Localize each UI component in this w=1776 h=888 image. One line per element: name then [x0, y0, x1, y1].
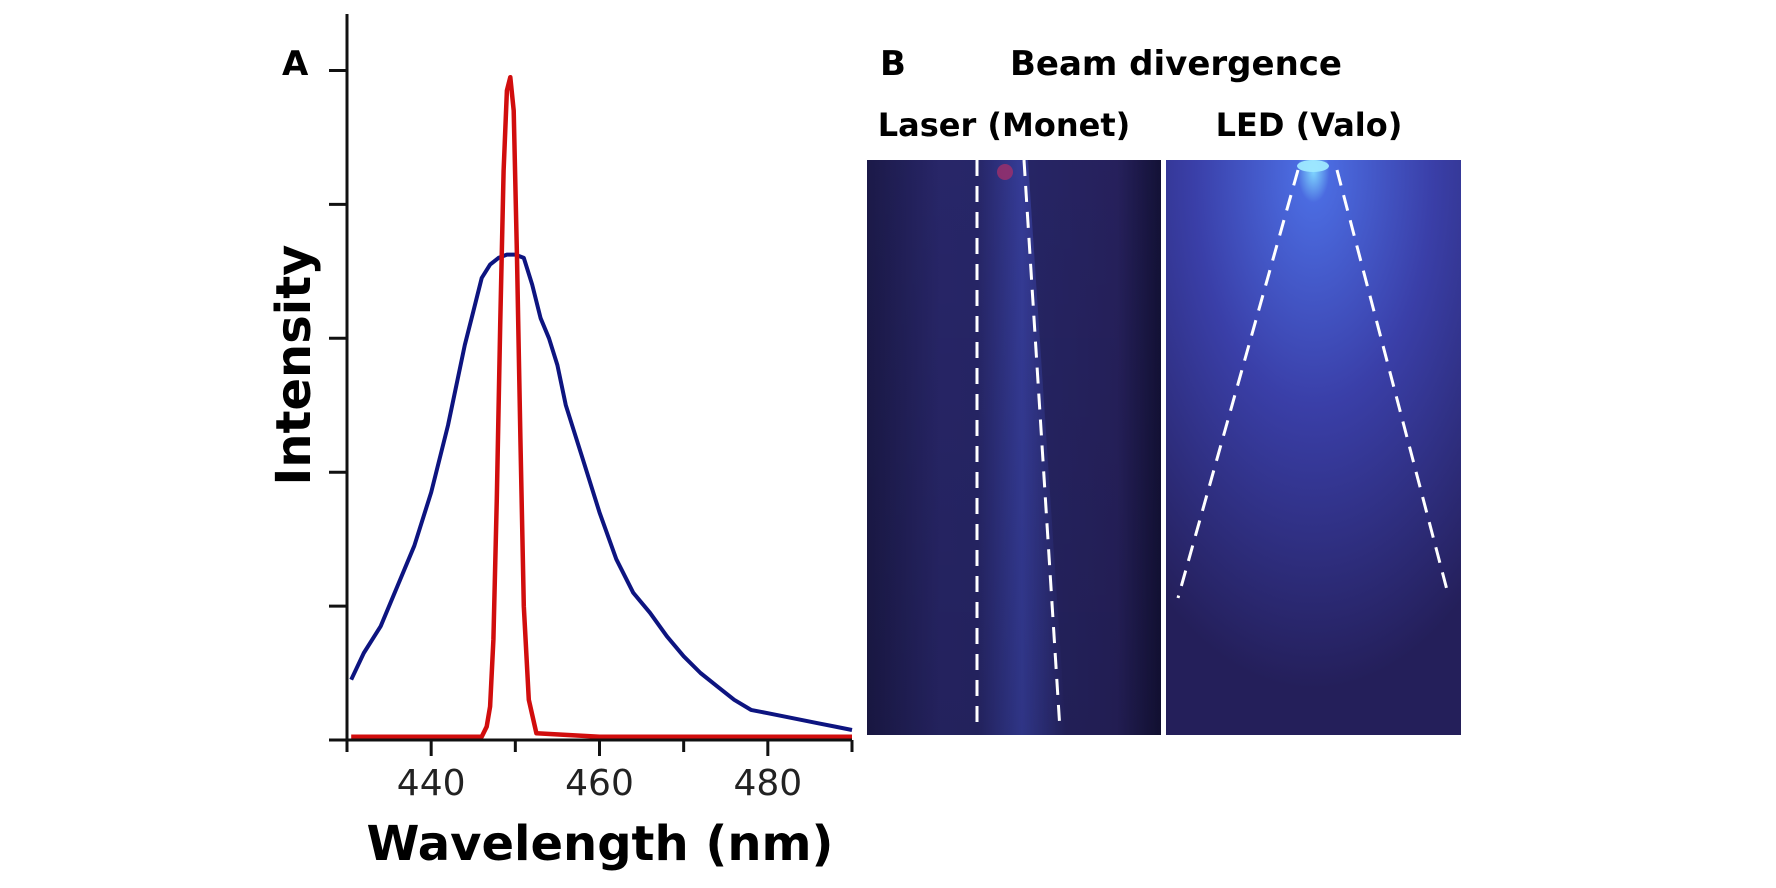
y-axis-ticks [329, 68, 347, 742]
panel-a-label: A [282, 44, 309, 84]
led-right-divergence-line [1335, 169, 1449, 591]
panel-b-title: Beam divergence [1010, 44, 1342, 84]
laser-beam-photo [867, 159, 1161, 735]
laser-spectrum-line [351, 74, 852, 739]
x-tick-label-460: 460 [565, 763, 634, 804]
led-beam-photo [1166, 160, 1461, 735]
led-spectrum-line [349, 252, 853, 732]
panel-b-beam-divergence: B Beam divergence Laser (Monet) LED (Val… [867, 44, 1461, 735]
y-axis-title: Intensity [266, 245, 322, 486]
laser-image-label: Laser (Monet) [878, 106, 1131, 144]
x-axis-ticks: 440 460 480 [345, 740, 854, 804]
panel-b-label: B [880, 44, 906, 84]
x-tick-label-440: 440 [397, 763, 466, 804]
panel-a-spectrum-chart: A 440 460 480 Intensity Wavelength (nm) [266, 14, 854, 872]
plot-area [349, 74, 853, 739]
x-tick-label-480: 480 [733, 763, 802, 804]
led-left-divergence-line [1176, 169, 1300, 599]
led-image-label: LED (Valo) [1216, 106, 1403, 144]
x-axis-title: Wavelength (nm) [367, 816, 834, 872]
laser-right-divergence-line [1022, 159, 1062, 731]
